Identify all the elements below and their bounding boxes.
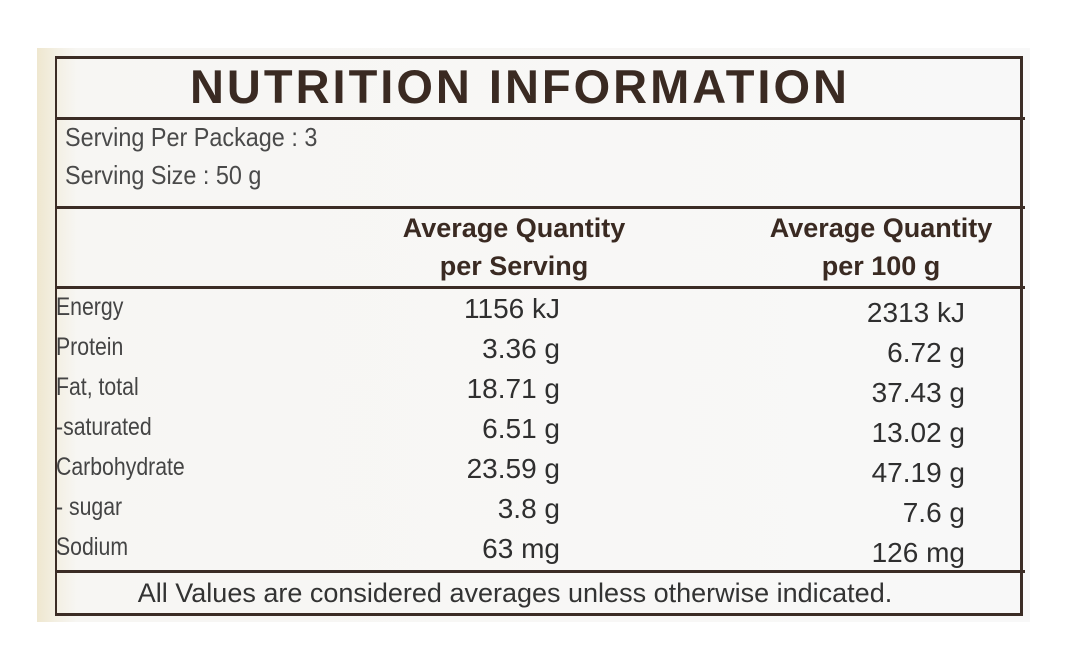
per-serving-value: 6.51 g: [482, 413, 560, 444]
divider: [55, 286, 1025, 289]
servings-per-package: Serving Per Package : 3: [65, 122, 318, 152]
nutrient-name: Energy: [56, 293, 124, 321]
nutrient-name: Carbohydrate: [56, 453, 185, 481]
per-serving-value: 3.8 g: [497, 493, 560, 524]
column-header: Average Quantity: [402, 213, 626, 243]
divider: [55, 206, 1025, 209]
footnote: All Values are considered averages unles…: [137, 578, 893, 608]
column-header: per Serving: [439, 251, 589, 281]
per-100g-value: 126 mg: [871, 537, 965, 568]
per-serving-value: 23.59 g: [466, 453, 560, 484]
per-serving-value: 63 mg: [482, 533, 560, 564]
label-border: [55, 56, 1023, 616]
label-background: [37, 48, 1030, 622]
nutrient-name: - sugar: [56, 493, 123, 521]
title: NUTRITION INFORMATION: [189, 60, 850, 113]
nutrient-name: Sodium: [56, 533, 129, 561]
divider: [55, 117, 1025, 120]
nutrient-name: Protein: [56, 333, 124, 361]
per-100g-value: 7.6 g: [902, 497, 965, 528]
per-100g-value: 6.72 g: [887, 337, 965, 368]
per-100g-value: 13.02 g: [871, 417, 965, 448]
per-serving-value: 3.36 g: [482, 333, 560, 364]
serving-size: Serving Size : 50 g: [65, 160, 262, 190]
nutrient-name: Fat, total: [56, 373, 139, 401]
nutrient-name: -saturated: [56, 413, 152, 441]
per-100g-value: 2313 kJ: [866, 297, 965, 328]
column-header: Average Quantity: [769, 213, 993, 243]
per-serving-value: 18.71 g: [466, 373, 560, 404]
per-100g-value: 47.19 g: [871, 457, 965, 488]
column-header: per 100 g: [821, 251, 941, 281]
divider: [55, 570, 1025, 573]
per-100g-value: 37.43 g: [871, 377, 965, 408]
per-serving-value: 1156 kJ: [464, 293, 560, 324]
